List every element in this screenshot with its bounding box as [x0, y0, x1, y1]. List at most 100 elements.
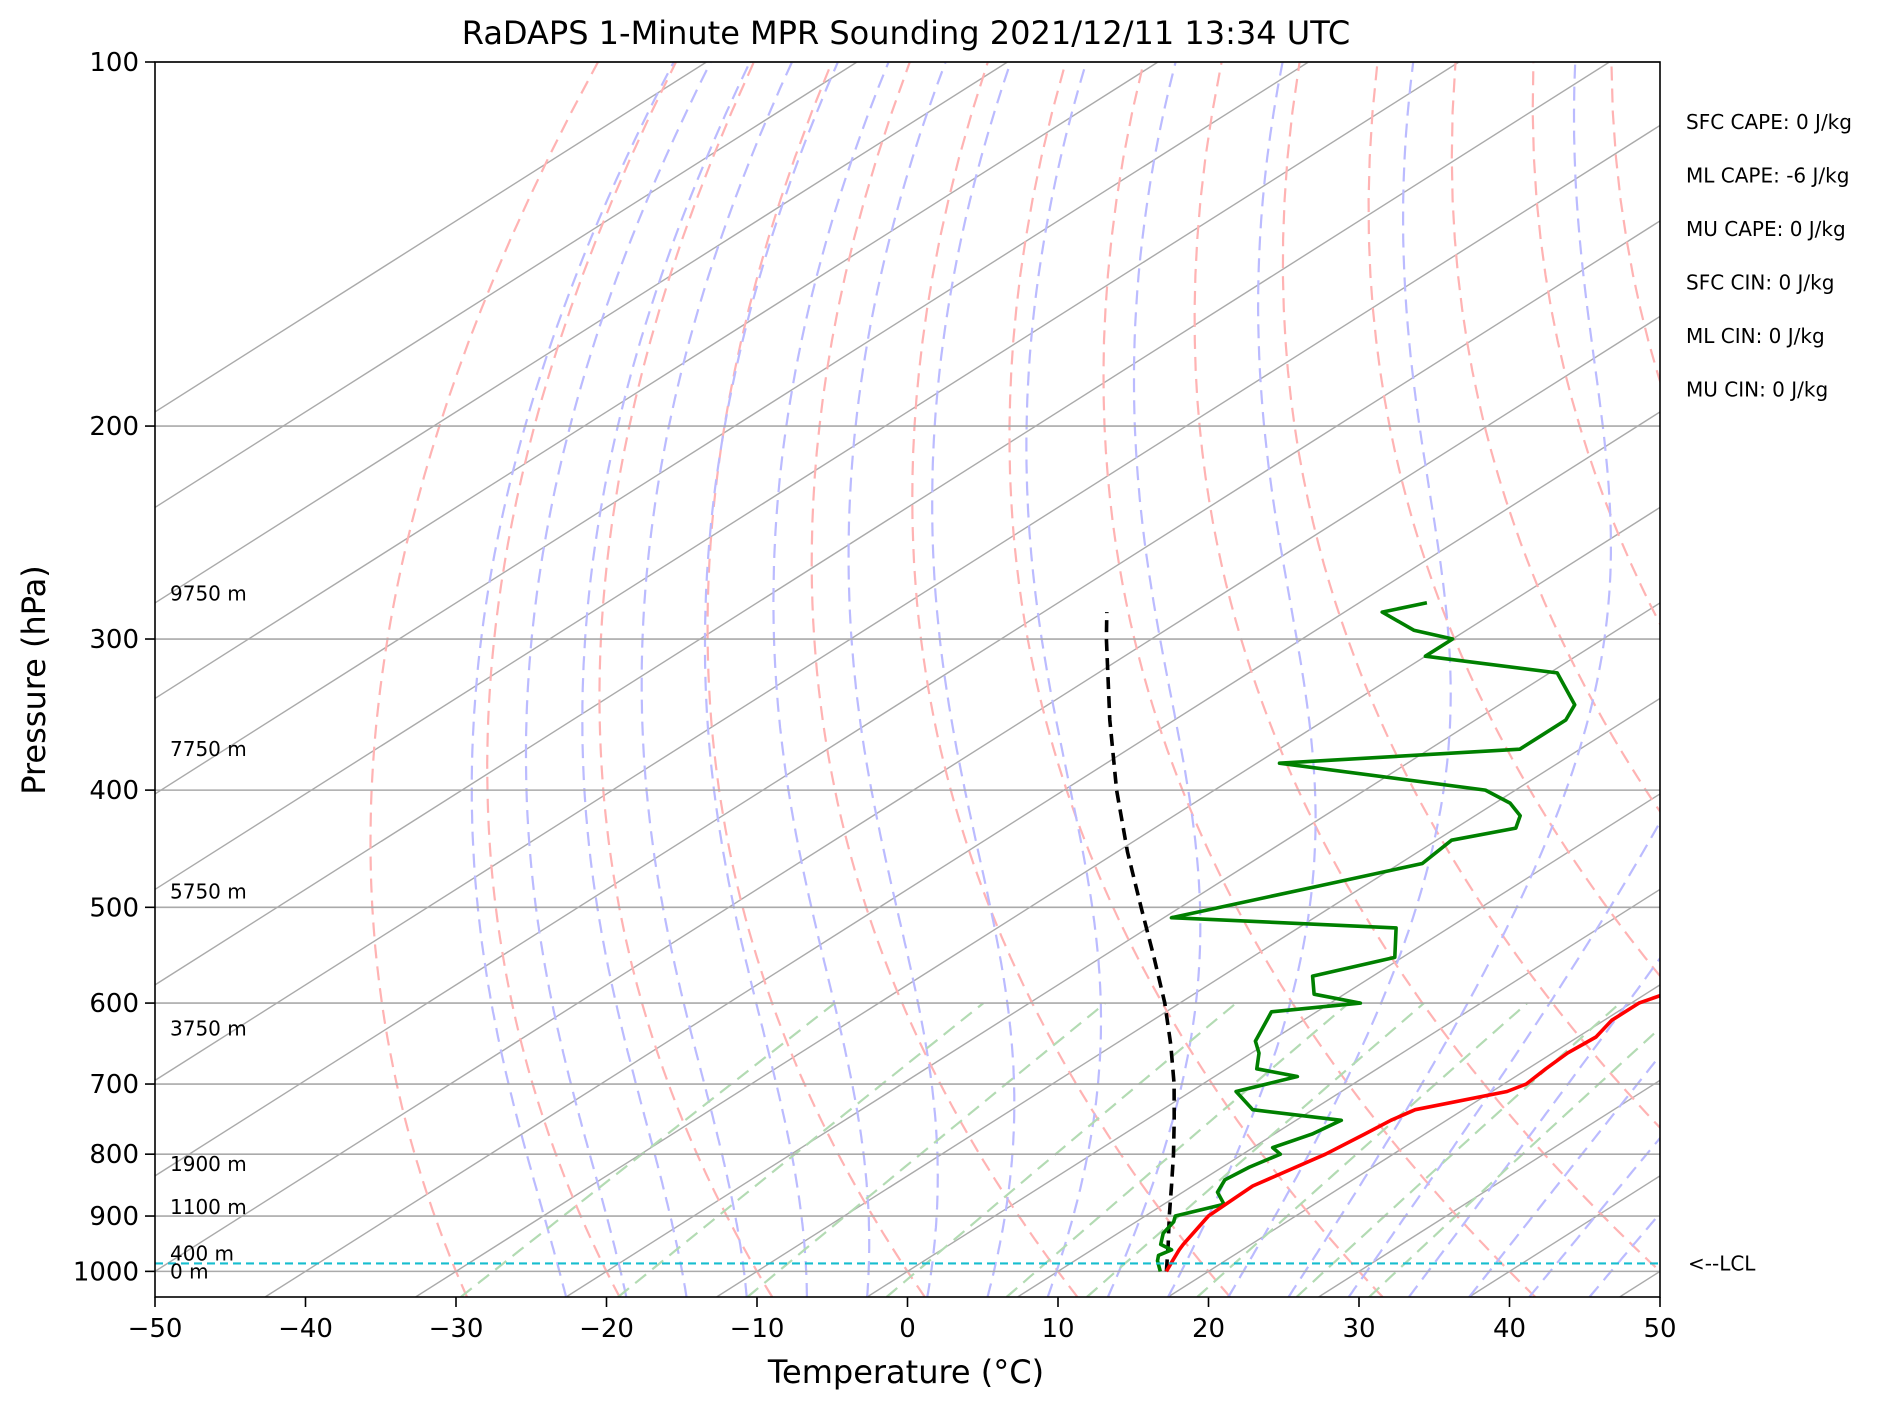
plot-frame — [154, 61, 1661, 1298]
dry-adiabat-line — [598, 62, 774, 1297]
y-tick-label: 300 — [89, 625, 139, 655]
parcel-profile-line — [1104, 612, 1176, 1272]
moist-adiabat-line — [772, 62, 890, 1297]
isotherm-line — [1468, 1175, 1660, 1297]
stat-line: ML CAPE: -6 J/kg — [1686, 164, 1849, 188]
pressure-gridlines — [155, 61, 1660, 1273]
isotherm-line — [1017, 888, 1660, 1297]
isotherm-line — [866, 793, 1660, 1297]
dry-adiabat-line — [1193, 62, 1660, 1273]
mixing-ratio-line — [1086, 1002, 1425, 1297]
mixing-ratio-line — [746, 1002, 1106, 1297]
stat-line: SFC CIN: 0 J/kg — [1686, 271, 1834, 295]
profile-lines — [155, 601, 1660, 1273]
height-label: 5750 m — [170, 879, 247, 903]
moist-adiabat-line — [524, 62, 712, 1297]
dry-adiabat-line — [1367, 62, 1660, 978]
y-tick-label: 100 — [89, 48, 139, 78]
y-tick-label: 200 — [89, 412, 139, 442]
moist-adiabat-line — [847, 62, 947, 1297]
moist-adiabat-line — [703, 62, 839, 1297]
stats-block: SFC CAPE: 0 J/kg ML CAPE: -6 J/kg MU CAPE:… — [1686, 110, 1852, 402]
dry-adiabat-line — [911, 62, 1231, 1297]
dry-adiabat-line — [486, 62, 677, 1297]
x-tick-label: 50 — [1643, 1314, 1676, 1344]
moist-adiabat-line — [1167, 62, 1317, 1297]
moist-adiabat-line — [1468, 1053, 1660, 1297]
x-tick-label: −40 — [278, 1314, 333, 1344]
moist-adiabat-line — [1106, 62, 1202, 1297]
moist-adiabat-line — [1025, 62, 1103, 1297]
x-tick-label: 20 — [1192, 1314, 1225, 1344]
height-label: 1900 m — [170, 1152, 247, 1176]
dry-adiabat-line — [1281, 62, 1660, 1130]
moist-adiabat-line — [1347, 819, 1660, 1297]
chart-title: RaDAPS 1-Minute MPR Sounding 2021/12/11 … — [462, 14, 1350, 52]
isotherm-line — [155, 62, 1159, 700]
dewpoint-profile-line — [1155, 601, 1577, 1272]
lcl-label: <--LCL — [1688, 1251, 1756, 1275]
isotherm-line — [155, 62, 858, 509]
dry-adiabat-line — [1102, 62, 1537, 1297]
x-tick-label: 0 — [899, 1314, 916, 1344]
height-label: 9750 m — [170, 581, 247, 605]
mixing-ratio-line — [617, 1002, 985, 1297]
y-axis-ticks: 100 200 300 400 500 600 700 800 900 1000 — [73, 48, 155, 1287]
x-tick-label: 40 — [1493, 1314, 1526, 1344]
isotherm-line — [716, 697, 1660, 1297]
isotherm-line — [1619, 1270, 1660, 1297]
mixing-ratio-line — [885, 1002, 1237, 1297]
height-label: 1100 m — [170, 1195, 247, 1219]
y-tick-label: 1000 — [73, 1257, 139, 1287]
x-tick-label: 30 — [1342, 1314, 1375, 1344]
isotherm-line — [264, 411, 1660, 1297]
mixing-ratio-line — [1005, 1002, 1350, 1297]
mixing-ratio-line — [1295, 1002, 1621, 1297]
x-axis-label: Temperature (°C) — [767, 1353, 1044, 1391]
dry-adiabat-line — [1008, 62, 1384, 1297]
moist-adiabat-line — [470, 62, 675, 1297]
isotherm-line — [415, 506, 1660, 1297]
isotherm-line — [1770, 62, 1882, 1297]
x-tick-label: −20 — [579, 1314, 634, 1344]
dry-adiabat-line — [1610, 62, 1660, 385]
moist-adiabat-line — [1287, 62, 1613, 1297]
isotherm-line — [155, 62, 1460, 891]
reference-lines — [155, 62, 1882, 1297]
height-label: 0 m — [170, 1259, 209, 1283]
mixing-ratio-line — [1196, 1002, 1528, 1297]
y-tick-label: 800 — [89, 1140, 139, 1170]
stat-line: ML CIN: 0 J/kg — [1686, 324, 1825, 348]
isotherm-line — [1318, 1079, 1660, 1297]
y-tick-label: 700 — [89, 1070, 139, 1100]
mixing-ratio-line — [1368, 1026, 1660, 1297]
stat-line: MU CAPE: 0 J/kg — [1686, 217, 1846, 241]
y-tick-label: 900 — [89, 1202, 139, 1232]
dry-adiabat-line — [1531, 62, 1660, 627]
isotherm-line — [155, 62, 1309, 795]
x-tick-label: −50 — [128, 1314, 183, 1344]
isotherm-line — [155, 124, 1660, 1082]
height-label: 3750 m — [170, 1017, 247, 1041]
isotherm-line — [155, 62, 1008, 604]
height-label: 7750 m — [170, 737, 247, 761]
y-tick-label: 400 — [89, 776, 139, 806]
isotherm-line — [155, 62, 1610, 986]
y-tick-label: 500 — [89, 893, 139, 923]
dry-adiabat-line — [1767, 62, 1882, 1297]
dry-adiabat-line — [1845, 62, 1882, 1297]
moist-adiabat-line — [581, 62, 751, 1297]
moist-adiabat-line — [1227, 62, 1452, 1297]
height-label: 400 m — [170, 1242, 234, 1266]
isotherm-line — [155, 220, 1660, 1177]
x-tick-label: −10 — [730, 1314, 785, 1344]
dry-adiabat-line — [706, 62, 926, 1297]
moist-adiabat-line — [931, 62, 1016, 1297]
isotherm-line — [565, 602, 1660, 1297]
x-tick-label: −30 — [429, 1314, 484, 1344]
y-tick-label: 600 — [89, 989, 139, 1019]
dry-adiabat-line — [1689, 62, 1882, 1297]
x-axis-ticks: −50 −40 −30 −20 −10 0 10 20 30 40 50 — [128, 1297, 1677, 1344]
moist-adiabat-line — [1528, 1136, 1660, 1297]
